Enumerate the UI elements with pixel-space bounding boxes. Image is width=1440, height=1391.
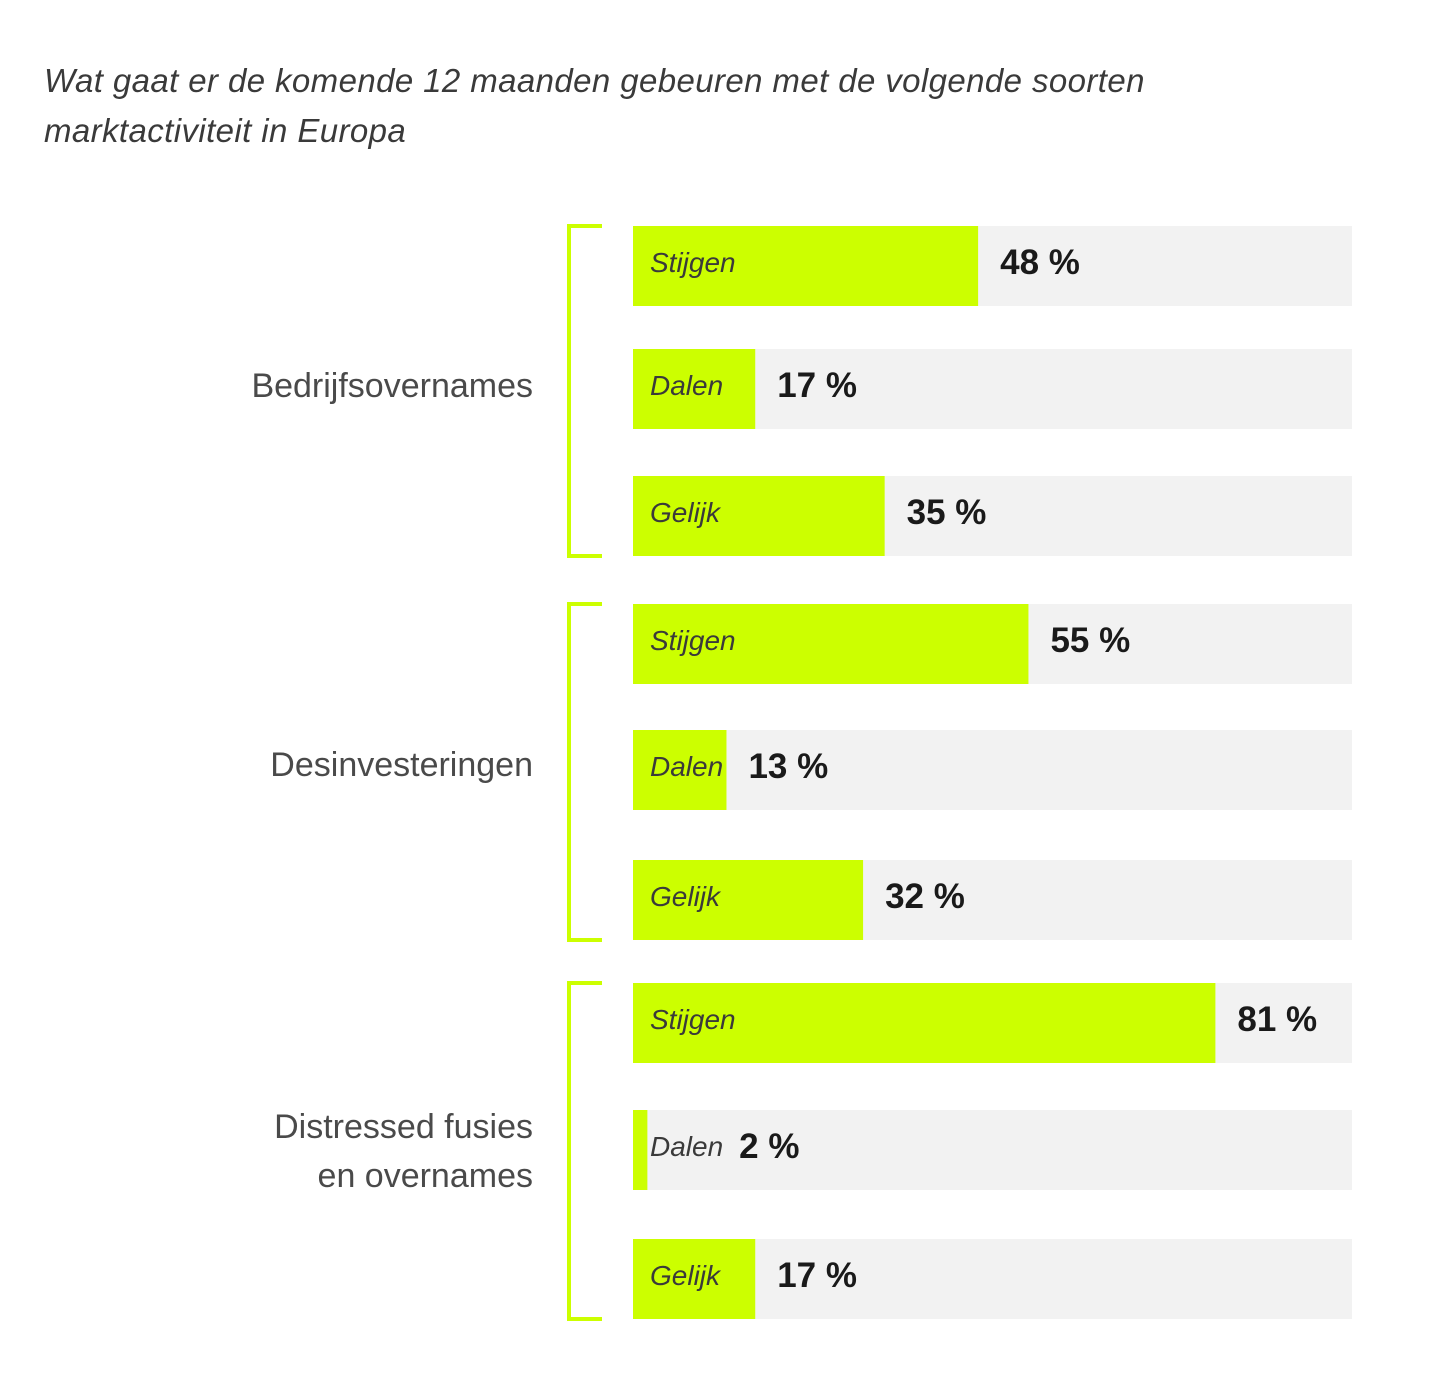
bar-track <box>633 1110 1352 1190</box>
value-label: 17 % <box>777 366 857 405</box>
group-label: Distressed fusies <box>274 1108 533 1146</box>
bar-category-label: Stijgen <box>650 1004 736 1035</box>
bar <box>633 1110 648 1190</box>
bar-category-label: Gelijk <box>650 497 722 528</box>
bar-category-label: Stijgen <box>650 247 736 278</box>
value-label: 32 % <box>885 877 965 916</box>
value-label: 2 % <box>739 1127 799 1166</box>
bar-category-label: Stijgen <box>650 625 736 656</box>
value-label: 17 % <box>777 1256 857 1295</box>
group-label: Desinvesteringen <box>270 746 533 784</box>
bar-category-label: Gelijk <box>650 881 722 912</box>
bar <box>633 349 756 429</box>
group-bracket <box>567 602 602 942</box>
value-label: 81 % <box>1237 1000 1317 1039</box>
value-label: 55 % <box>1050 621 1130 660</box>
bar <box>633 983 1216 1063</box>
group-label: Bedrijfsovernames <box>251 367 533 405</box>
bar <box>633 604 1029 684</box>
chart-title: Wat gaat er de komende 12 maanden gebeur… <box>44 62 1145 149</box>
group-bracket <box>567 981 602 1321</box>
bar-category-label: Dalen <box>650 370 723 401</box>
bar <box>633 476 885 556</box>
bar <box>633 860 864 940</box>
group-bracket <box>567 224 602 558</box>
group-label: en overnames <box>318 1157 533 1195</box>
value-label: 13 % <box>748 747 828 786</box>
bar-category-label: Gelijk <box>650 1260 722 1291</box>
bar-category-label: Dalen <box>650 751 723 782</box>
value-label: 48 % <box>1000 243 1080 282</box>
value-label: 35 % <box>907 493 987 532</box>
bar <box>633 226 979 306</box>
bar <box>633 730 727 810</box>
bar-category-label: Dalen <box>650 1131 723 1162</box>
bar-track <box>633 730 1352 810</box>
bar <box>633 1239 756 1319</box>
